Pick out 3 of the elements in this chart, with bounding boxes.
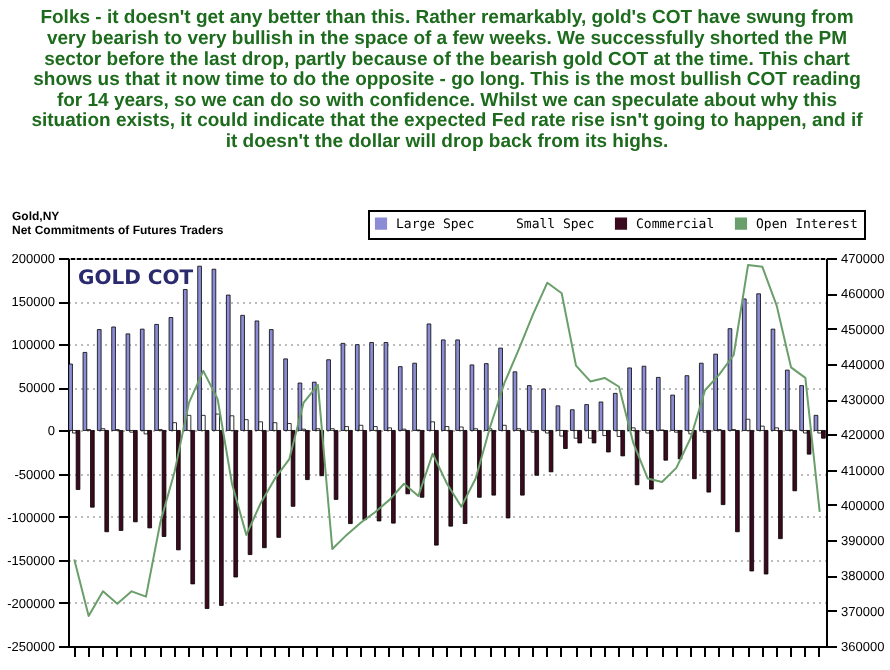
annotation: GOLD COT <box>78 268 194 290</box>
line-series <box>73 264 821 618</box>
chart-title: Folks - it doesn't get any better than this. Rather remarkably, gold's COT have swung from very bearish to very bullish in the space of a few weeks. We successfully shorted the PM sector before the last drop, partly because of the bearish gold COT at the time. This chart shows us that it now time to do the opposite - go long. This is the most bullish COT reading for 14 years, so we can do so with confidence. Whilst we can speculate about why this situation exists, it could indicate that the expected Fed rate rise isn't going to happen, and if it doesn't the dollar will drop back from its highs. <box>31 7 865 153</box>
